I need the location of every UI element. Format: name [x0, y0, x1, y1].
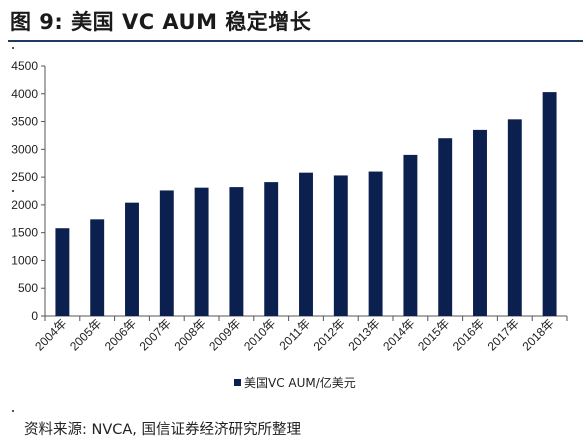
stray-mark — [12, 190, 14, 192]
x-tick-label: 2005年 — [67, 316, 104, 353]
bar — [473, 129, 487, 316]
bar — [542, 92, 557, 316]
stray-mark — [12, 410, 14, 412]
y-tick-label: 4500 — [11, 59, 38, 73]
x-tick-label: 2006年 — [102, 316, 139, 353]
y-tick-label: 3000 — [11, 142, 38, 156]
bar — [125, 202, 139, 316]
legend-swatch — [234, 379, 241, 386]
x-tick-label: 2018年 — [519, 316, 556, 353]
bar — [333, 175, 348, 316]
x-tick-label: 2013年 — [345, 316, 382, 353]
bar — [507, 119, 522, 316]
x-tick-label: 2014年 — [380, 316, 417, 353]
x-tick-label: 2010年 — [241, 316, 278, 353]
x-tick-label: 2008年 — [171, 316, 208, 353]
y-axis: 0 500 1000 1500 2000 2500 3000 3500 4000 4500 — [11, 59, 46, 323]
x-tick-label: 2012年 — [311, 316, 348, 353]
bar — [159, 190, 174, 316]
source-note: 资料来源: NVCA, 国信证券经济研究所整理 — [24, 422, 302, 438]
y-tick-label: 1000 — [11, 253, 38, 267]
bar — [403, 154, 418, 316]
y-tick-label: 4000 — [11, 87, 38, 101]
bar — [264, 182, 279, 316]
y-tick-label: 3500 — [11, 115, 38, 129]
bar — [55, 228, 70, 316]
stray-mark — [12, 47, 14, 49]
x-axis: 2004年2005年2006年2007年2008年2009年2010年2011年… — [32, 315, 568, 353]
y-tick-label: 2500 — [11, 170, 38, 184]
x-tick-label: 2015年 — [415, 316, 452, 353]
bar — [368, 171, 383, 316]
x-tick-label: 2011年 — [276, 316, 313, 353]
x-tick-label: 2007年 — [137, 316, 174, 353]
bar — [299, 172, 313, 316]
y-tick-label: 1500 — [11, 226, 38, 240]
legend-label: 美国VC AUM/亿美元 — [244, 375, 356, 390]
y-tick-label: 500 — [18, 281, 38, 295]
x-tick-label: 2009年 — [206, 316, 243, 353]
bar — [194, 187, 209, 316]
bar-series — [55, 92, 557, 316]
title-divider — [8, 40, 583, 42]
bar — [229, 187, 244, 316]
figure-title: 图 9: 美国 VC AUM 稳定增长 — [10, 10, 312, 34]
legend: 美国VC AUM/亿美元 — [234, 375, 356, 390]
x-tick-label: 2016年 — [450, 316, 487, 353]
bar — [438, 138, 453, 316]
y-tick-label: 0 — [31, 309, 38, 323]
y-tick-label: 2000 — [11, 198, 38, 212]
x-tick-label: 2017年 — [485, 316, 522, 353]
bar — [90, 219, 105, 316]
